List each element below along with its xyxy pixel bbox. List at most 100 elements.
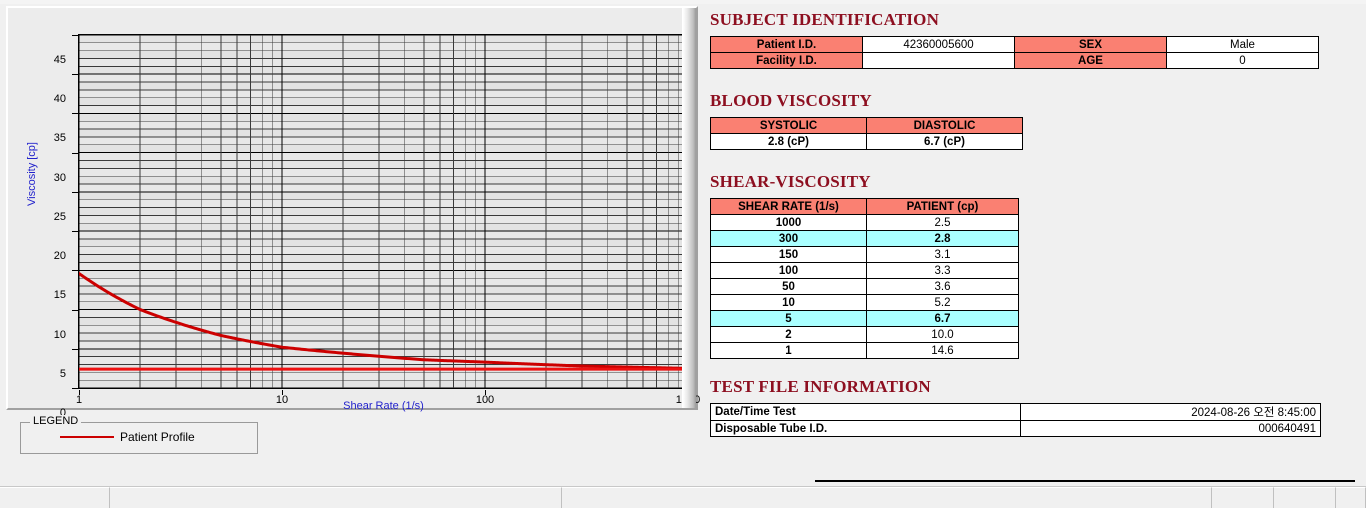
table-row: 5 6.7 — [710, 310, 1019, 327]
table-row: Facility I.D. AGE 0 — [710, 52, 1319, 69]
x-axis-tick-label: 1 — [75, 394, 83, 406]
disposable-tube-id-value: 000640491 — [1020, 420, 1321, 437]
x-axis-tick-mark — [79, 390, 80, 395]
patient-cp-cell: 3.3 — [866, 262, 1019, 279]
table-row: 100 3.3 — [710, 262, 1019, 279]
y-axis-tick-mark — [72, 191, 78, 193]
y-axis-tick-labels: 0 5 10 15 20 25 30 35 40 45 — [44, 34, 72, 419]
patient-cp-cell: 6.7 — [866, 310, 1019, 327]
blood-viscosity-heading: BLOOD VISCOSITY — [710, 91, 872, 110]
facility-id-value — [862, 52, 1015, 69]
shear-viscosity-heading: SHEAR-VISCOSITY — [710, 172, 871, 191]
chart-plot-area[interactable] — [78, 34, 689, 389]
y-axis-tick-mark — [72, 348, 78, 350]
x-axis-tick-mark — [485, 390, 486, 395]
systolic-header: SYSTOLIC — [710, 117, 867, 134]
shear-rate-cell: 1000 — [710, 214, 867, 231]
y-axis-tick-mark — [72, 270, 78, 272]
disposable-tube-id-label: Disposable Tube I.D. — [710, 420, 1021, 437]
y-axis-tick-label: 0 — [59, 407, 66, 419]
y-axis-tick-label: 10 — [53, 328, 66, 341]
spacer — [710, 150, 1350, 172]
sex-label: SEX — [1014, 36, 1167, 53]
y-axis-tick-label: 35 — [53, 132, 66, 145]
table-row: 2 10.0 — [710, 326, 1019, 343]
shear-rate-cell: 150 — [710, 246, 867, 263]
patient-cp-cell: 2.5 — [866, 214, 1019, 231]
subject-identification-heading: SUBJECT IDENTIFICATION — [710, 10, 940, 29]
shear-rate-cell: 1 — [710, 342, 867, 359]
table-row: Date/Time Test 2024-08-26 오전 8:45:00 — [710, 403, 1321, 421]
spacer — [710, 359, 1350, 377]
status-bar — [0, 486, 1366, 508]
legend-line-swatch — [60, 436, 114, 438]
y-axis-tick-label: 20 — [53, 250, 66, 263]
y-axis-tick-label: 25 — [53, 210, 66, 223]
y-axis-title: Viscosity [cp] — [26, 142, 38, 206]
date-time-test-value: 2024-08-26 오전 8:45:00 — [1020, 403, 1321, 421]
status-bar-resize-grip[interactable] — [1336, 487, 1366, 508]
sex-value: Male — [1166, 36, 1319, 53]
y-axis-tick-mark — [72, 152, 78, 154]
y-axis-tick-label: 15 — [53, 289, 66, 302]
patient-cp-cell: 10.0 — [866, 326, 1019, 343]
y-axis-tick-mark — [72, 231, 78, 233]
status-bar-cell-3 — [562, 487, 1212, 508]
table-row: 300 2.8 — [710, 230, 1019, 247]
legend-group-box — [20, 422, 258, 454]
status-bar-cell-2 — [110, 487, 562, 508]
status-bar-cell-1 — [0, 487, 110, 508]
y-axis-tick-label: 40 — [53, 93, 66, 106]
x-axis-tick-label: 10 — [275, 394, 289, 406]
test-file-information-table: Date/Time Test 2024-08-26 오전 8:45:00 Dis… — [710, 403, 1321, 437]
table-row: 2.8 (cP) 6.7 (cP) — [710, 133, 1023, 150]
age-label: AGE — [1014, 52, 1167, 69]
table-row: 1 14.6 — [710, 342, 1019, 359]
table-header-row: SYSTOLIC DIASTOLIC — [710, 117, 1023, 134]
legend-group-label: LEGEND — [30, 415, 82, 427]
chart-svg — [79, 35, 688, 388]
y-axis-tick-mark — [72, 309, 78, 311]
table-row: Patient I.D. 42360005600 SEX Male — [710, 36, 1319, 53]
chart-right-divider — [682, 8, 696, 408]
shear-rate-cell: 50 — [710, 278, 867, 295]
table-row: 50 3.6 — [710, 278, 1019, 295]
y-axis-tick-mark — [72, 113, 78, 115]
shear-rate-cell: 100 — [710, 262, 867, 279]
y-axis-tick-label: 30 — [53, 171, 66, 184]
spacer — [710, 69, 1350, 91]
blood-viscosity-table: SYSTOLIC DIASTOLIC 2.8 (cP) 6.7 (cP) — [710, 117, 1023, 150]
shear-viscosity-table: SHEAR RATE (1/s) PATIENT (cp) 1000 2.5 300… — [710, 198, 1019, 359]
report-pane: SUBJECT IDENTIFICATION Patient I.D. 4236… — [710, 10, 1350, 437]
y-axis-tick-label: 45 — [53, 54, 66, 66]
table-row: 10 5.2 — [710, 294, 1019, 311]
patient-id-label: Patient I.D. — [710, 36, 863, 53]
y-axis-tick-mark — [72, 74, 78, 76]
table-header-row: SHEAR RATE (1/s) PATIENT (cp) — [710, 198, 1019, 215]
x-axis-tick-mark — [282, 390, 283, 395]
table-row: Disposable Tube I.D. 000640491 — [710, 420, 1321, 437]
shear-rate-cell: 5 — [710, 310, 867, 327]
shear-rate-cell: 300 — [710, 230, 867, 247]
date-time-test-label: Date/Time Test — [710, 403, 1021, 421]
x-axis-tick-label: 100 — [475, 394, 495, 406]
shear-rate-cell: 10 — [710, 294, 867, 311]
patient-cp-cell: 3.1 — [866, 246, 1019, 263]
y-axis-tick-mark — [72, 35, 78, 36]
age-value: 0 — [1166, 52, 1319, 69]
patient-cp-cell: 2.8 — [866, 230, 1019, 247]
window-top-strip — [0, 0, 1366, 4]
y-axis-tick-mark — [72, 388, 78, 389]
diastolic-value: 6.7 (cP) — [866, 133, 1023, 150]
diastolic-header: DIASTOLIC — [866, 117, 1023, 134]
patient-cp-cell: 5.2 — [866, 294, 1019, 311]
x-axis-title: Shear Rate (1/s) — [343, 400, 424, 412]
test-file-information-heading: TEST FILE INFORMATION — [710, 377, 931, 396]
patient-cp-cell: 14.6 — [866, 342, 1019, 359]
table-row: 1000 2.5 — [710, 214, 1019, 231]
table-row: 150 3.1 — [710, 246, 1019, 263]
shear-rate-cell: 2 — [710, 326, 867, 343]
